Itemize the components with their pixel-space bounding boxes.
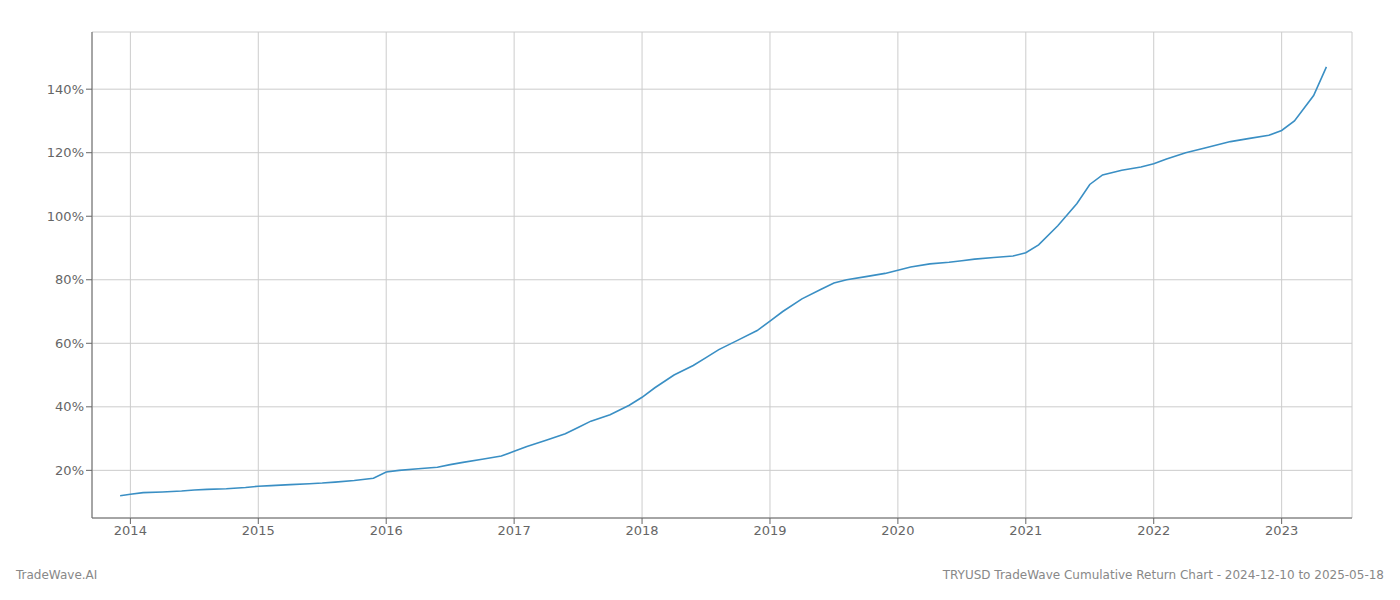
svg-text:140%: 140% <box>47 82 84 97</box>
svg-text:60%: 60% <box>55 336 84 351</box>
svg-text:2021: 2021 <box>1009 523 1042 538</box>
svg-text:2014: 2014 <box>114 523 147 538</box>
svg-text:2020: 2020 <box>881 523 914 538</box>
svg-text:2022: 2022 <box>1137 523 1170 538</box>
svg-text:2023: 2023 <box>1265 523 1298 538</box>
svg-text:120%: 120% <box>47 145 84 160</box>
svg-text:2015: 2015 <box>242 523 275 538</box>
svg-text:100%: 100% <box>47 209 84 224</box>
svg-text:2018: 2018 <box>626 523 659 538</box>
svg-text:20%: 20% <box>55 463 84 478</box>
svg-text:2019: 2019 <box>753 523 786 538</box>
svg-text:80%: 80% <box>55 272 84 287</box>
svg-text:2016: 2016 <box>370 523 403 538</box>
html-text:TRYUSD TradeWave Cumulative Re: TRYUSD TradeWave Cumulative Return Chart… <box>942 568 1384 582</box>
svg-text:2017: 2017 <box>498 523 531 538</box>
svg-text:40%: 40% <box>55 399 84 414</box>
html-text:TradeWave.AI: TradeWave.AI <box>16 568 98 582</box>
